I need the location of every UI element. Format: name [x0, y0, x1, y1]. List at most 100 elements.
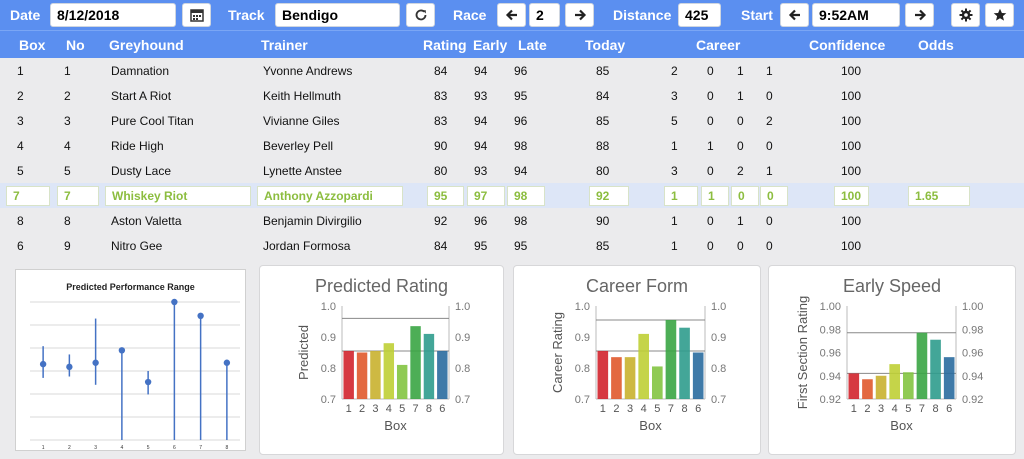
table-row[interactable]: 1 1 Damnation Yvonne Andrews 84 94 96 85… [0, 58, 1024, 83]
date-field[interactable]: 8/12/2018 [50, 3, 176, 27]
header-no[interactable]: No [66, 37, 85, 53]
cell-rating: 84 [434, 64, 448, 78]
cell-rating: 83 [434, 114, 448, 128]
cell-career-seconds: 1 [737, 214, 744, 228]
race-field[interactable]: 2 [529, 3, 560, 27]
x-tick-label: 6 [946, 403, 952, 415]
cell-career-wins: 1 [707, 139, 714, 153]
cell-rating: 80 [434, 164, 448, 178]
cell-greyhound: Start A Riot [111, 89, 172, 103]
header-late[interactable]: Late [518, 37, 547, 53]
cell-late: 95 [514, 89, 528, 103]
y-tick-label-right: 1.0 [711, 301, 726, 313]
y-tick-label-right: 0.92 [962, 394, 983, 406]
cell-career-starts: 2 [671, 64, 678, 78]
start-time-field[interactable]: 9:52AM [812, 3, 900, 27]
cell-career-seconds: 0 [737, 139, 744, 153]
distance-field[interactable]: 425 [678, 3, 721, 27]
x-tick-label: 7 [413, 403, 419, 415]
y-tick-label-right: 1.0 [455, 301, 470, 313]
header-greyhound[interactable]: Greyhound [109, 37, 184, 53]
race-prev-button[interactable] [497, 3, 526, 27]
cell-confidence: 100 [841, 64, 862, 78]
cell-greyhound: Damnation [111, 64, 170, 78]
cell-no: 8 [64, 214, 71, 228]
cell-career-seconds: 1 [737, 64, 744, 78]
cell-greyhound: Whiskey Riot [105, 186, 251, 206]
arrow-right-icon [913, 9, 927, 25]
arrow-right-icon [573, 9, 587, 25]
header-box[interactable]: Box [19, 37, 46, 53]
cell-today: 85 [596, 239, 610, 253]
bar [370, 350, 381, 399]
start-prev-button[interactable] [780, 3, 809, 27]
bar [624, 357, 636, 399]
cell-today: 85 [596, 64, 610, 78]
data-point [197, 312, 204, 319]
track-field[interactable]: Bendigo [275, 3, 400, 27]
table-row[interactable]: 4 4 Ride High Beverley Pell 90 94 98 88 … [0, 133, 1024, 158]
cell-no: 1 [64, 64, 71, 78]
cell-career-seconds: 0 [731, 186, 759, 206]
bar [862, 379, 873, 399]
cell-career-wins: 1 [701, 186, 729, 206]
y-tick-label: 0.98 [820, 324, 841, 336]
table-row[interactable]: 3 3 Pure Cool Titan Vivianne Giles 83 94… [0, 108, 1024, 133]
cell-no: 5 [64, 164, 71, 178]
bar [848, 373, 860, 399]
cell-early: 94 [474, 139, 488, 153]
bar [423, 333, 435, 399]
calendar-button[interactable] [182, 3, 211, 27]
cell-rating: 84 [434, 239, 448, 253]
chart-title: Predicted Rating [314, 276, 449, 296]
table-row[interactable]: 6 9 Nitro Gee Jordan Formosa 84 95 95 85… [0, 233, 1024, 258]
cell-career-wins: 0 [707, 114, 714, 128]
header-rating[interactable]: Rating [423, 37, 467, 53]
settings-button[interactable] [951, 3, 980, 27]
race-next-button[interactable] [565, 3, 594, 27]
header-odds[interactable]: Odds [918, 37, 954, 53]
star-icon [993, 8, 1007, 25]
y-tick-label-right: 0.7 [711, 394, 726, 406]
table-row-selected[interactable]: 7 7 Whiskey Riot Anthony Azzopardi 95 97… [0, 183, 1024, 208]
cell-rating: 92 [434, 214, 448, 228]
bar [930, 339, 941, 399]
y-tick-label-right: 0.96 [962, 348, 983, 360]
bar [889, 364, 901, 399]
bar [902, 372, 914, 399]
start-next-button[interactable] [905, 3, 934, 27]
bar [665, 319, 677, 399]
race-label: Race [453, 7, 487, 23]
y-tick-label: 1.0 [575, 301, 590, 313]
bar [597, 350, 609, 399]
date-label: Date [10, 7, 41, 23]
x-tick-label: 5 [654, 403, 660, 415]
refresh-button[interactable] [406, 3, 435, 27]
favourite-button[interactable] [985, 3, 1014, 27]
header-career[interactable]: Career [696, 37, 741, 53]
x-tick-label: 4 [892, 403, 898, 415]
cell-career-seconds: 2 [737, 164, 744, 178]
table-row[interactable]: 2 2 Start A Riot Keith Hellmuth 83 93 95… [0, 83, 1024, 108]
cell-today: 90 [596, 214, 610, 228]
cell-trainer: Benjamin Divirgilio [263, 214, 362, 228]
y-axis-label: Career Rating [550, 312, 565, 393]
table-row[interactable]: 8 8 Aston Valetta Benjamin Divirgilio 92… [0, 208, 1024, 233]
data-point [171, 298, 178, 306]
cell-today: 80 [596, 164, 610, 178]
header-confidence[interactable]: Confidence [809, 37, 886, 53]
bar [343, 350, 354, 399]
data-point [144, 378, 152, 386]
x-tick-label: 6 [439, 403, 445, 415]
cell-today: 84 [596, 89, 610, 103]
cell-career-starts: 1 [671, 139, 678, 153]
cell-rating: 95 [427, 186, 464, 206]
header-trainer[interactable]: Trainer [261, 37, 308, 53]
x-tick-label: 5 [905, 403, 911, 415]
header-early[interactable]: Early [473, 37, 508, 53]
cell-early: 94 [474, 64, 488, 78]
cell-career-starts: 1 [664, 186, 698, 206]
x-tick-label: 1 [346, 403, 352, 415]
header-today[interactable]: Today [585, 37, 626, 53]
table-row[interactable]: 5 5 Dusty Lace Lynette Anstee 80 93 94 8… [0, 158, 1024, 183]
